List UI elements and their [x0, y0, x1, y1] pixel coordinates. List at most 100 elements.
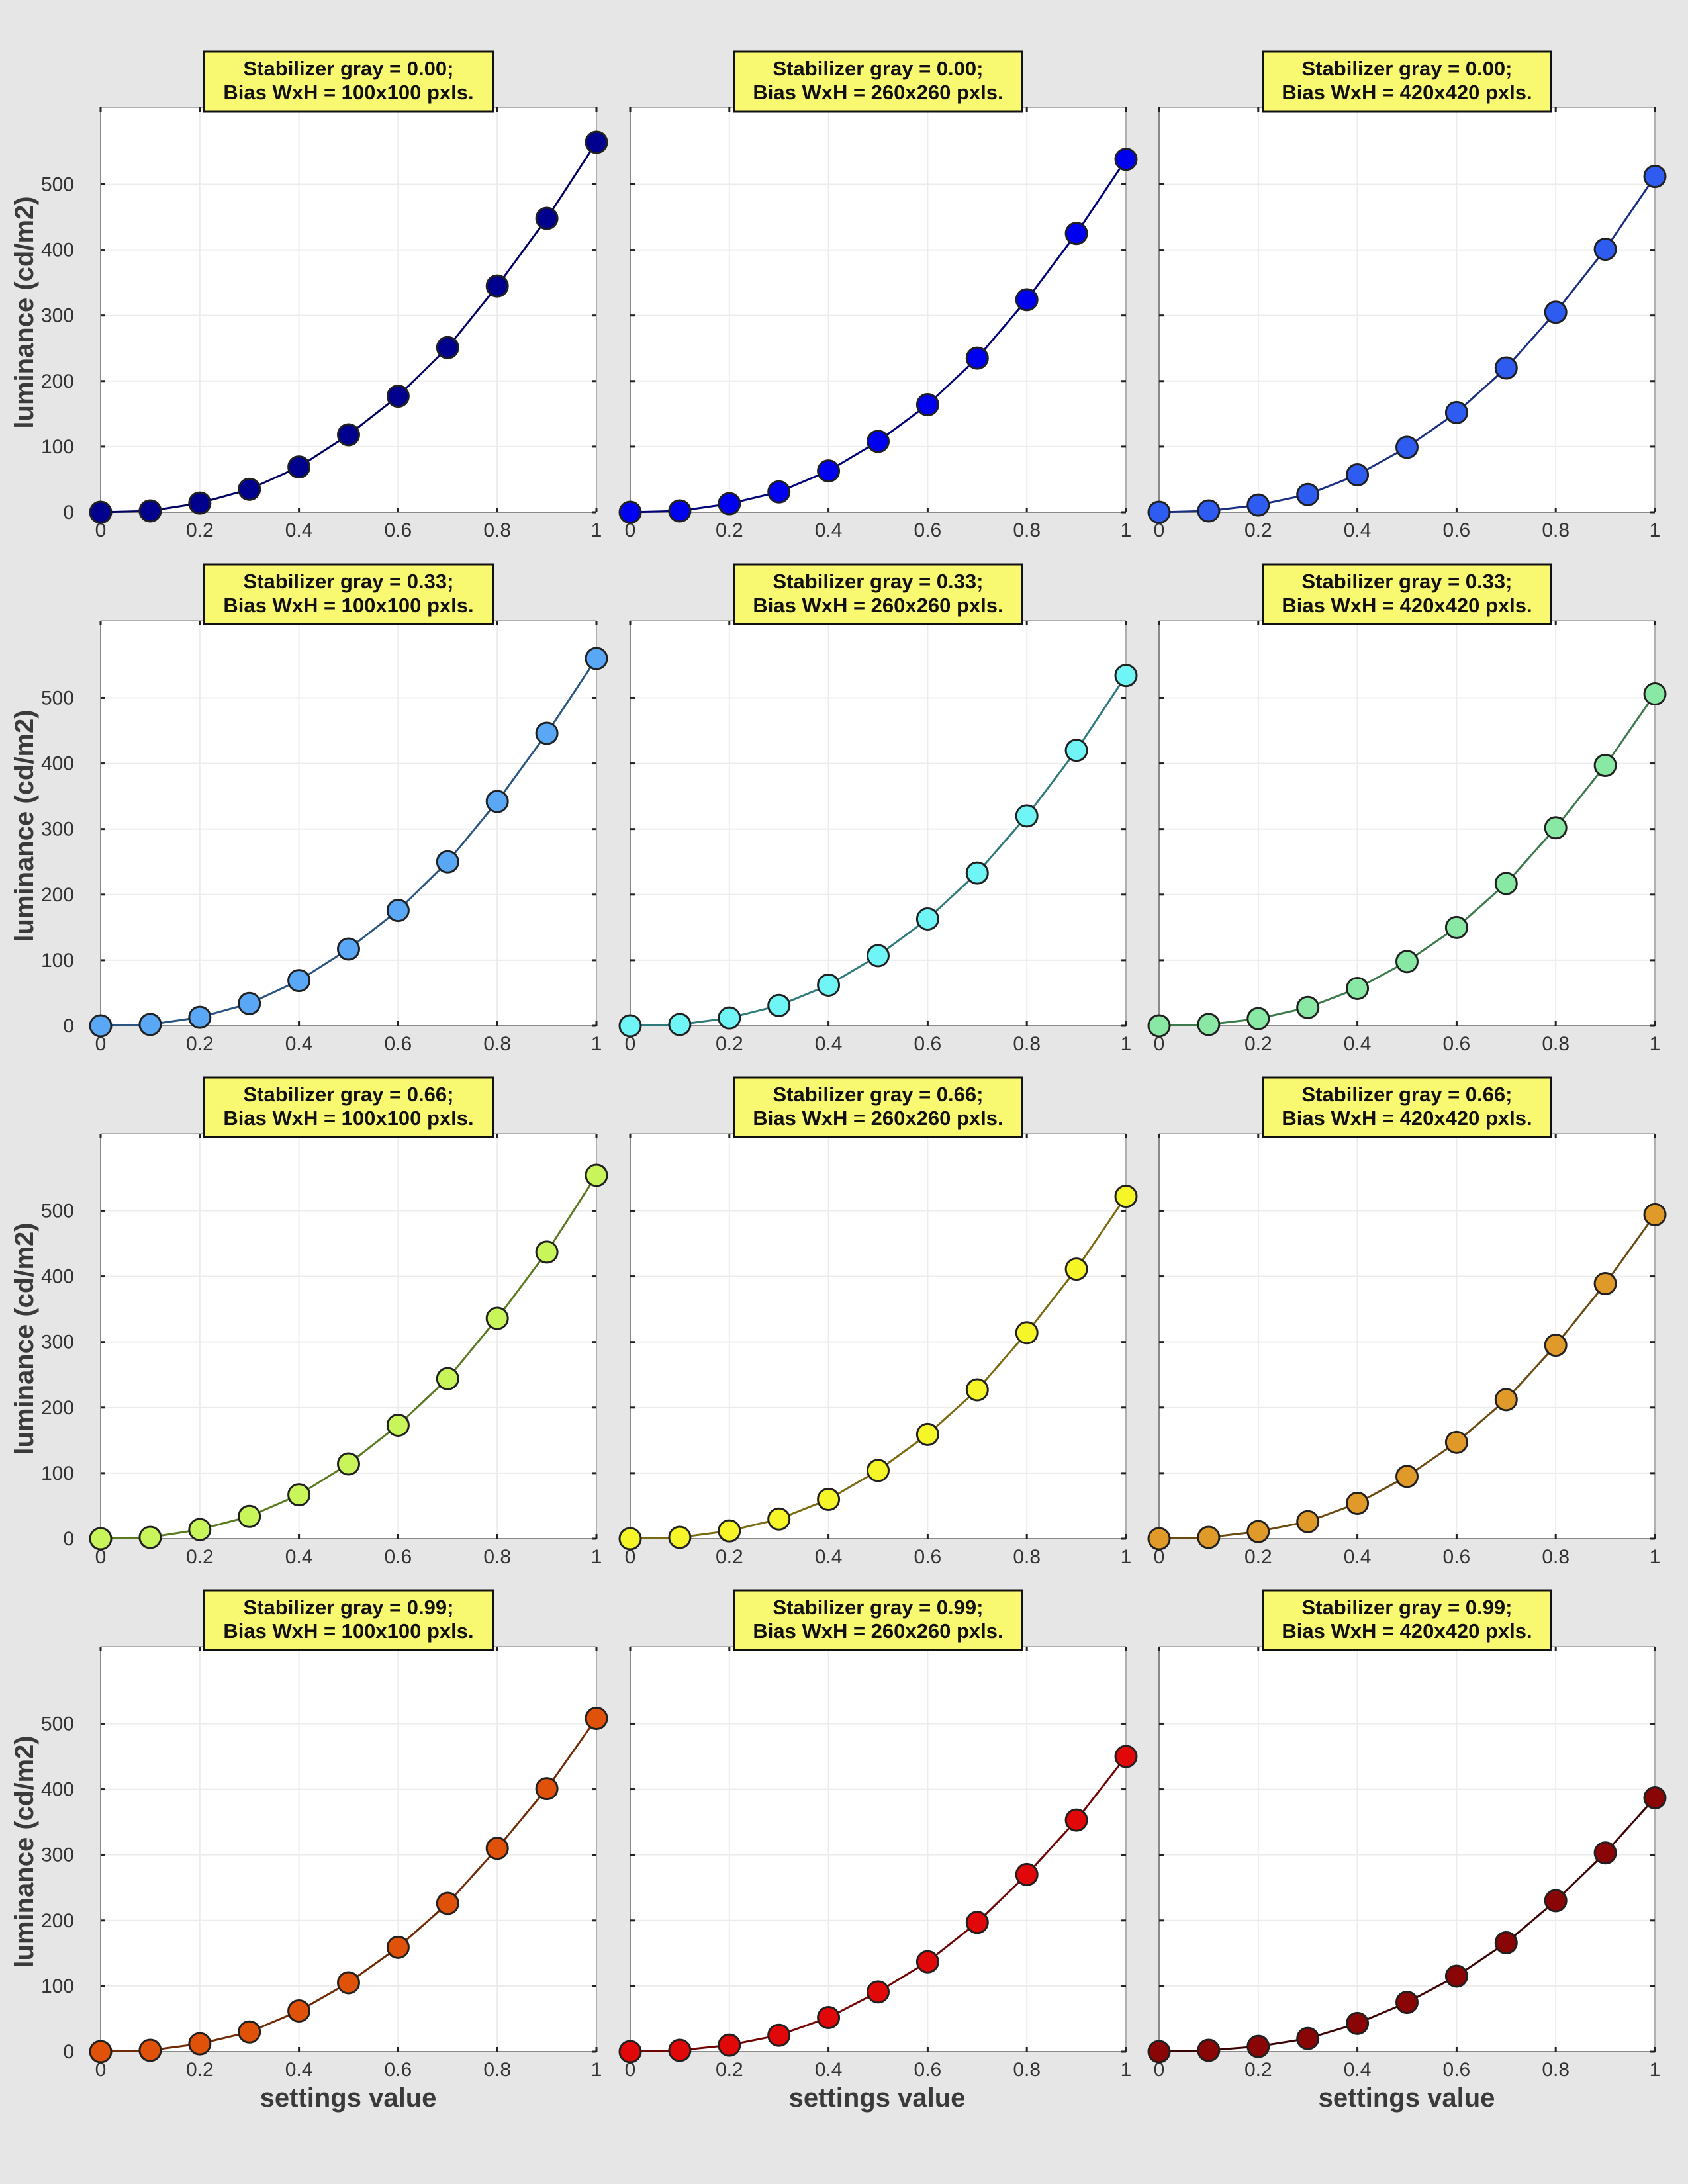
x-axis-label-col-3: settings value	[1319, 2083, 1495, 2113]
data-point	[1197, 499, 1221, 523]
x-tick-label: 0.4	[1344, 2059, 1372, 2081]
data-point	[436, 1367, 459, 1390]
data-point	[287, 455, 311, 479]
x-tick-label: 0.6	[385, 520, 412, 541]
data-point	[618, 2040, 642, 2064]
x-tick-label: 0.6	[914, 2059, 942, 2081]
y-tick-label: 100	[41, 1463, 74, 1484]
data-point	[1643, 682, 1667, 706]
x-tick-label: 0	[95, 1033, 107, 1055]
data-point	[1593, 1841, 1617, 1865]
data-point	[1593, 238, 1617, 261]
data-point	[1395, 435, 1419, 459]
x-tick-label: 0.2	[1244, 2059, 1272, 2081]
data-point	[1395, 1991, 1419, 2015]
chart-title-line-2: Bias WxH = 420x420 pxls.	[1282, 1107, 1532, 1130]
data-point	[965, 861, 989, 885]
x-tick-label: 0.8	[1013, 520, 1041, 541]
x-tick-label: 0.6	[1443, 1033, 1471, 1055]
data-point	[1593, 1271, 1617, 1295]
data-point	[1494, 1388, 1518, 1412]
chart-title-line-1: Stabilizer gray = 0.66;	[773, 1083, 984, 1106]
data-point	[867, 1980, 890, 2004]
x-tick-label: 0	[625, 520, 636, 541]
chart-title-line-1: Stabilizer gray = 0.33;	[1302, 570, 1513, 593]
y-tick-label: 300	[41, 1332, 74, 1353]
data-point	[965, 346, 989, 370]
x-tick-label: 1	[1121, 1033, 1132, 1055]
chart-title-line-2: Bias WxH = 260x260 pxls.	[753, 1107, 1003, 1130]
x-tick-label: 0.6	[1443, 1546, 1471, 1568]
chart-panel-5: 0 0.2 0.4 0.6 0.8 1 Stabilizer gray = 0.33;Bia…	[618, 563, 1138, 1055]
data-point	[668, 2038, 692, 2062]
x-tick-label: 0.8	[1013, 1033, 1041, 1055]
x-tick-label: 1	[591, 1546, 602, 1568]
chart-title-line-2: Bias WxH = 100x100 pxls.	[223, 81, 473, 104]
title-box	[733, 563, 1023, 625]
x-tick-label: 0.6	[914, 1546, 942, 1568]
data-point	[238, 2020, 261, 2044]
x-axis-label-col-1: settings value	[260, 2083, 437, 2113]
data-point	[1246, 493, 1270, 517]
data-point	[1015, 288, 1039, 312]
data-point	[718, 492, 741, 516]
data-point	[386, 899, 410, 923]
title-box	[203, 1076, 494, 1138]
data-point	[1064, 222, 1088, 246]
x-tick-label: 0.8	[1013, 1546, 1041, 1568]
x-tick-label: 0	[1154, 520, 1165, 541]
panels: 0 0.2 0.4 0.6 0.8 10100200300400500Stabilizer…	[41, 50, 1667, 2081]
data-point	[1346, 2011, 1370, 2035]
data-point	[1114, 1745, 1138, 1768]
data-point	[436, 850, 459, 874]
data-point	[337, 1971, 360, 1995]
y-tick-label: 300	[41, 819, 74, 841]
data-point	[817, 974, 841, 997]
x-tick-label: 0	[95, 2059, 107, 2081]
data-point	[89, 1014, 113, 1038]
y-tick-label: 500	[41, 1200, 74, 1222]
y-tick-label: 200	[41, 884, 74, 906]
y-tick-label: 400	[41, 1266, 74, 1288]
x-tick-label: 0.2	[186, 520, 214, 541]
y-tick-label: 500	[41, 1713, 74, 1735]
chart-panel-8: 0 0.2 0.4 0.6 0.8 1 Stabilizer gray = 0.66;Bia…	[618, 1076, 1138, 1568]
x-tick-label: 0.8	[1542, 1033, 1570, 1055]
chart-panel-2: 0 0.2 0.4 0.6 0.8 1 Stabilizer gray = 0.00;Bia…	[618, 50, 1138, 541]
data-point	[767, 1507, 791, 1531]
data-point	[1114, 148, 1138, 171]
data-point	[817, 459, 841, 483]
data-point	[337, 423, 360, 447]
x-tick-label: 0.8	[483, 2059, 511, 2081]
x-tick-label: 0.6	[1443, 520, 1471, 541]
data-point	[1296, 995, 1320, 1019]
y-tick-label: 200	[41, 371, 74, 392]
y-tick-label: 0	[63, 2041, 74, 2063]
data-point	[535, 206, 559, 230]
x-tick-label: 0.8	[483, 1546, 511, 1568]
data-point	[585, 130, 608, 154]
data-point	[436, 336, 459, 359]
data-point	[386, 385, 410, 408]
data-point	[337, 937, 360, 961]
data-point	[1015, 1321, 1039, 1345]
data-point	[535, 1777, 559, 1801]
chart-panel-7: 0 0.2 0.4 0.6 0.8 1 0 100 200 300 400 500 Stabilizer…	[41, 1076, 608, 1568]
data-point	[485, 1837, 509, 1860]
data-point	[1147, 1527, 1171, 1551]
data-point	[1346, 1491, 1370, 1515]
x-tick-label: 0.4	[815, 2059, 843, 2081]
data-point	[1643, 165, 1667, 189]
chart-title-line-1: Stabilizer gray = 0.66;	[244, 1083, 454, 1106]
data-point	[287, 1999, 311, 2023]
data-point	[965, 1378, 989, 1402]
data-point	[1015, 1862, 1039, 1886]
data-point	[618, 1014, 642, 1038]
x-tick-label: 0.2	[186, 1546, 214, 1568]
x-tick-label: 0.6	[385, 2059, 412, 2081]
chart-panel-11: 0 0.2 0.4 0.6 0.8 1 Stabilizer gray = 0.99;Bia…	[618, 1589, 1138, 2081]
x-tick-label: 0.4	[285, 1033, 313, 1055]
data-point	[1593, 754, 1617, 778]
chart-title-line-2: Bias WxH = 260x260 pxls.	[753, 1619, 1003, 1643]
